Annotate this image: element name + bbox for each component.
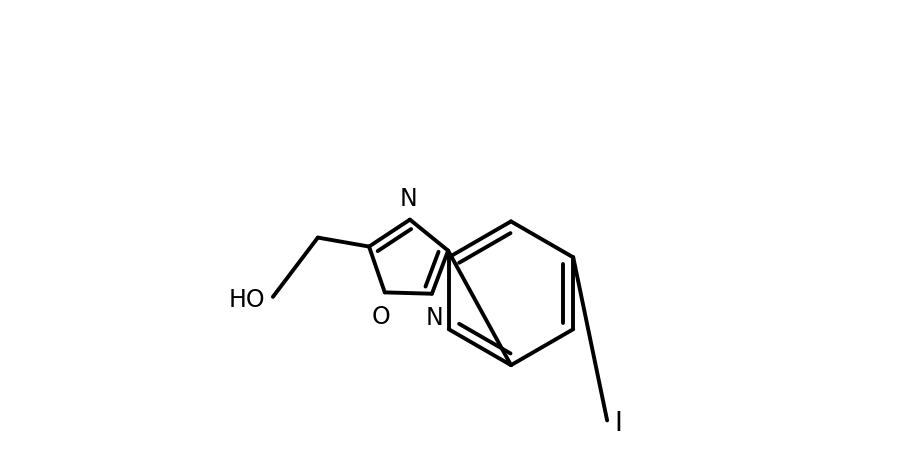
Text: N: N	[426, 305, 444, 329]
Text: N: N	[400, 186, 418, 210]
Text: HO: HO	[228, 287, 265, 312]
Text: O: O	[372, 304, 391, 328]
Text: I: I	[614, 410, 622, 436]
